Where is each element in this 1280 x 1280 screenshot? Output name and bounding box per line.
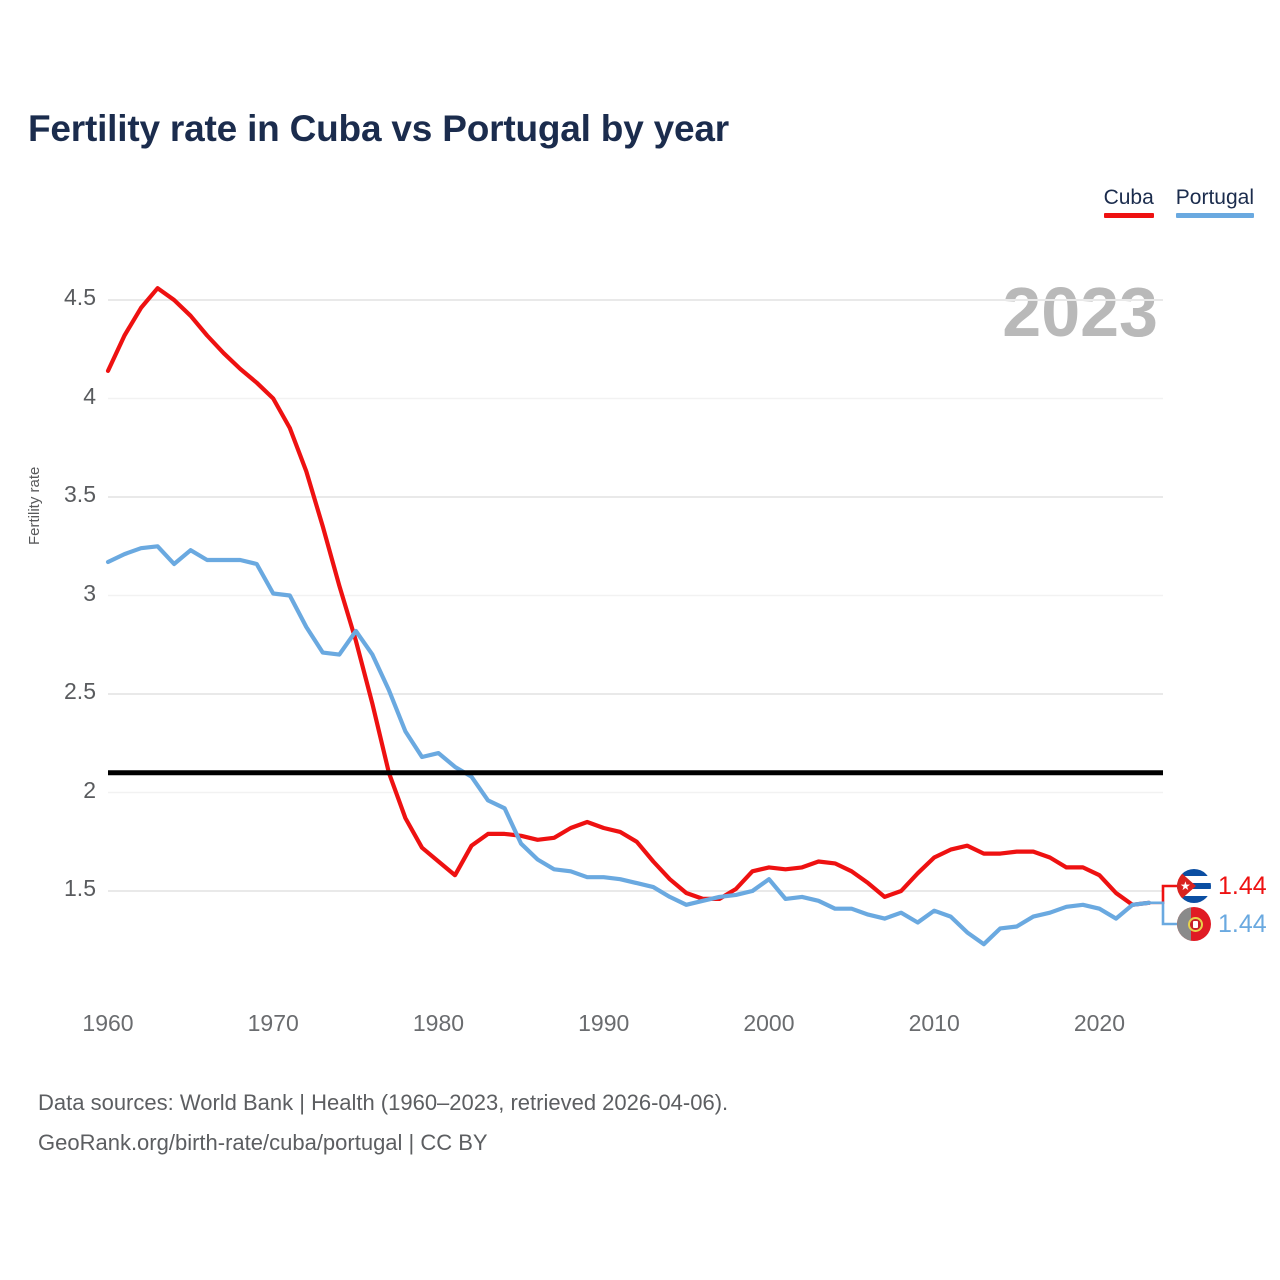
y-tick-label: 1.5 — [64, 875, 96, 901]
endcap-cuba[interactable]: 1.44 — [1177, 869, 1267, 903]
page-title: Fertility rate in Cuba vs Portugal by ye… — [28, 108, 729, 149]
footer-attribution: GeoRank.org/birth-rate/cuba/portugal | C… — [38, 1130, 488, 1155]
y-tick-label: 4.5 — [64, 284, 96, 310]
portugal-flag-icon — [1177, 907, 1211, 941]
legend-label-cuba: Cuba — [1103, 186, 1154, 209]
y-tick-label: 2.5 — [64, 678, 96, 704]
x-tick-label: 1960 — [82, 1010, 134, 1036]
x-tick-label: 2010 — [908, 1010, 960, 1036]
x-tick-label: 1970 — [247, 1010, 299, 1036]
legend-label-portugal: Portugal — [1175, 186, 1254, 209]
endpoint-connectors — [1149, 884, 1179, 926]
footer-sources: Data sources: World Bank | Health (1960–… — [38, 1090, 729, 1115]
legend-swatch-cuba — [1103, 213, 1154, 218]
endcap-value-cuba: 1.44 — [1218, 871, 1267, 900]
chart-legend: Cuba Portugal — [1103, 186, 1254, 218]
legend-item-portugal[interactable]: Portugal — [1175, 186, 1254, 218]
y-tick-label: 2 — [83, 776, 96, 803]
x-tick-label: 1980 — [412, 1010, 465, 1036]
series-line-portugal — [105, 544, 1152, 947]
y-tick-label: 3 — [83, 579, 96, 606]
x-tick-label: 2000 — [743, 1010, 795, 1036]
series-line-cuba — [105, 286, 1152, 907]
y-tick-label: 3.5 — [64, 481, 96, 507]
x-tick-label: 2020 — [1073, 1010, 1125, 1036]
connector-cuba — [1149, 884, 1179, 905]
x-tick-label: 1990 — [578, 1010, 630, 1036]
series-lines — [105, 286, 1152, 947]
cuba-flag-icon — [1177, 869, 1211, 903]
legend-swatch-portugal — [1175, 213, 1254, 218]
connector-portugal — [1149, 901, 1179, 926]
gridlines — [108, 299, 1163, 892]
year-watermark: 2023 — [1002, 273, 1158, 351]
legend-item-cuba[interactable]: Cuba — [1103, 186, 1154, 218]
y-tick-label: 4 — [83, 382, 96, 409]
endcap-value-portugal: 1.44 — [1218, 909, 1267, 938]
endcap-portugal[interactable]: 1.44 — [1177, 907, 1267, 941]
